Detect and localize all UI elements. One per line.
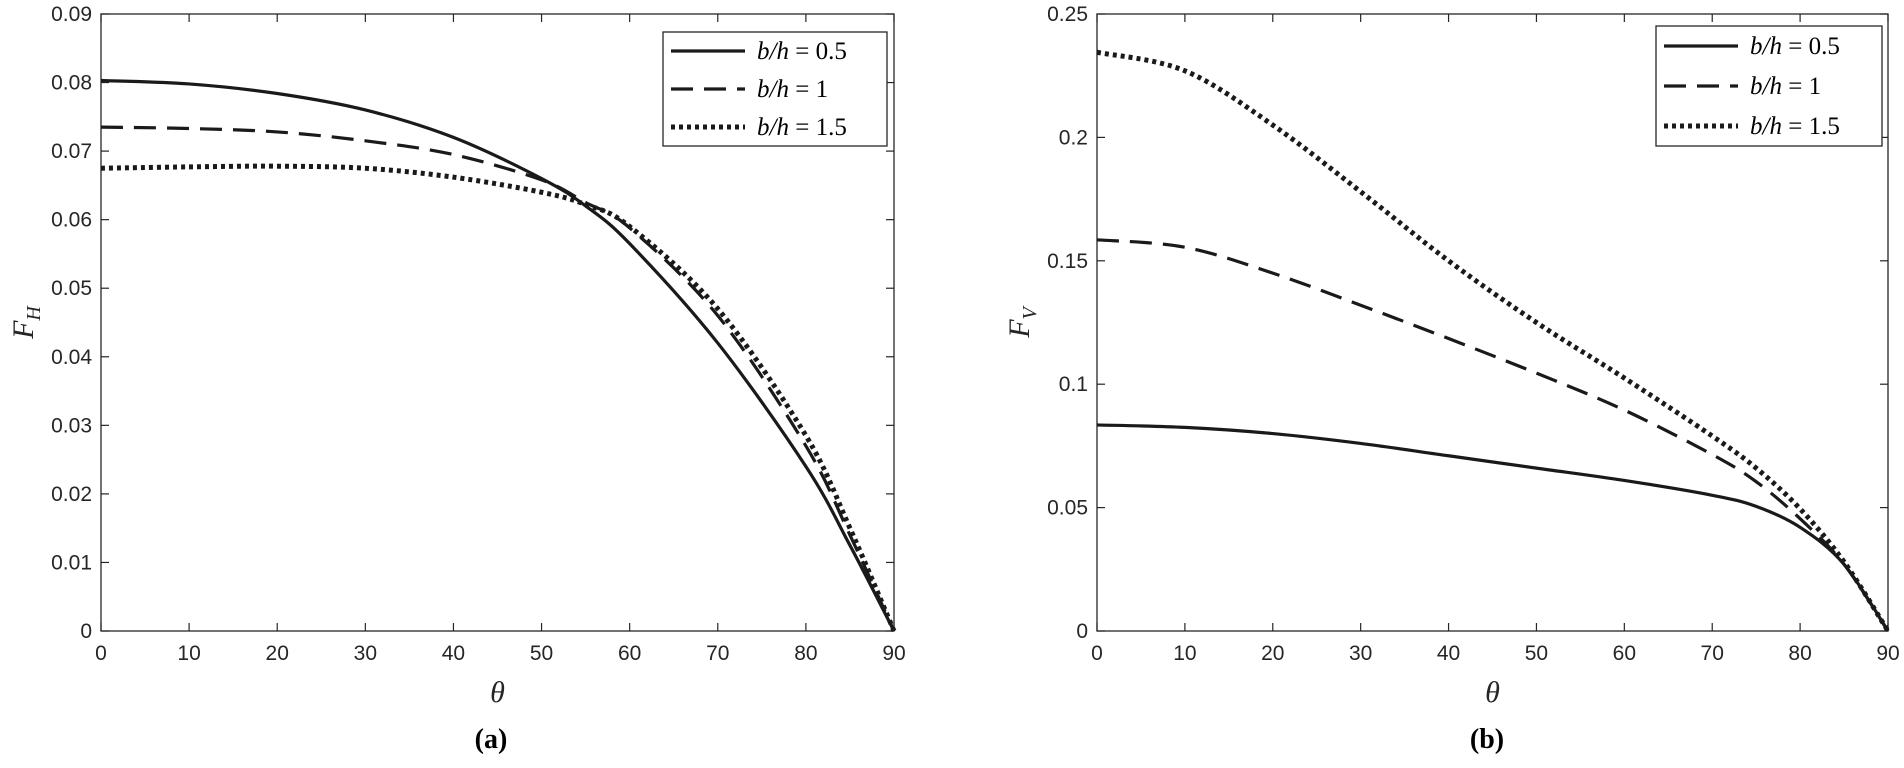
y-tick-label: 0.09 <box>51 3 92 26</box>
x-tick-label: 30 <box>1349 642 1372 665</box>
legend-label: b/h = 0.5 <box>757 38 847 65</box>
x-axis-label: θ <box>490 676 505 709</box>
x-tick-label: 40 <box>1437 642 1460 665</box>
series-line-2 <box>1096 238 1890 632</box>
series-line-1 <box>100 78 896 632</box>
plot-frame <box>100 13 895 632</box>
x-tick-label: 70 <box>706 642 729 665</box>
subfigure-caption: (a) <box>475 724 508 755</box>
x-tick-label: 80 <box>1788 642 1811 665</box>
x-tick-label: 80 <box>794 642 817 665</box>
x-tick-label: 60 <box>618 642 641 665</box>
x-tick-label: 70 <box>1701 642 1724 665</box>
y-tick-label: 0 <box>80 620 92 643</box>
chart-a: 0 10 20 30 40 50 60 70 80 90 0 0.01 0.02 0.03 0.04 0.05… <box>7 3 906 755</box>
series-line-1 <box>1096 423 1890 632</box>
y-tick-label: 0.05 <box>1047 497 1088 520</box>
series-line-3 <box>1096 49 1891 633</box>
series-line-2 <box>100 125 896 632</box>
y-tick-label: 0.08 <box>51 72 92 95</box>
legend-label: b/h = 1.5 <box>1750 113 1840 140</box>
series-line-3 <box>100 163 897 632</box>
y-axis-label: FV <box>1003 304 1041 338</box>
x-tick-label: 60 <box>1613 642 1636 665</box>
legend-label: b/h = 1.5 <box>757 114 847 141</box>
x-tick-label: 20 <box>1261 642 1284 665</box>
x-tick-label: 90 <box>1876 642 1899 665</box>
y-tick-label: 0.15 <box>1047 250 1088 273</box>
y-tick-label: 0 <box>1076 620 1088 643</box>
x-axis-label: θ <box>1485 676 1500 709</box>
y-axis-label: FH <box>7 305 45 340</box>
x-tick-label: 0 <box>1091 642 1103 665</box>
legend-label: b/h = 1 <box>1750 73 1821 100</box>
x-tick-label: 30 <box>354 642 377 665</box>
x-tick-label: 20 <box>266 642 289 665</box>
y-tick-label: 0.04 <box>51 346 92 369</box>
chart-b: 0 10 20 30 40 50 60 70 80 90 0 0.05 0.1 0.15 0.2 0.25 θ F… <box>1003 3 1900 755</box>
y-tick-label: 0.25 <box>1047 3 1088 26</box>
y-tick-label: 0.1 <box>1059 373 1088 396</box>
x-tick-label: 50 <box>1525 642 1548 665</box>
y-tick-label: 0.2 <box>1059 126 1088 149</box>
x-tick-label: 0 <box>95 642 107 665</box>
y-tick-label: 0.07 <box>51 140 92 163</box>
x-tick-label: 90 <box>882 642 905 665</box>
x-tick-label: 40 <box>442 642 465 665</box>
x-tick-label: 50 <box>530 642 553 665</box>
y-tick-label: 0.05 <box>51 277 92 300</box>
y-tick-label: 0.03 <box>51 414 92 437</box>
y-tick-label: 0.02 <box>51 483 92 506</box>
legend: b/h = 0.5 b/h = 1 b/h = 1.5 <box>1655 25 1883 147</box>
legend-label: b/h = 0.5 <box>1750 33 1840 60</box>
legend: b/h = 0.5 b/h = 1 b/h = 1.5 <box>662 31 888 147</box>
plot-frame <box>1096 13 1889 632</box>
legend-label: b/h = 1 <box>757 76 828 103</box>
y-tick-label: 0.06 <box>51 209 92 232</box>
x-tick-label: 10 <box>177 642 200 665</box>
x-tick-label: 10 <box>1173 642 1196 665</box>
subfigure-caption: (b) <box>1470 724 1504 755</box>
y-tick-label: 0.01 <box>51 551 92 574</box>
